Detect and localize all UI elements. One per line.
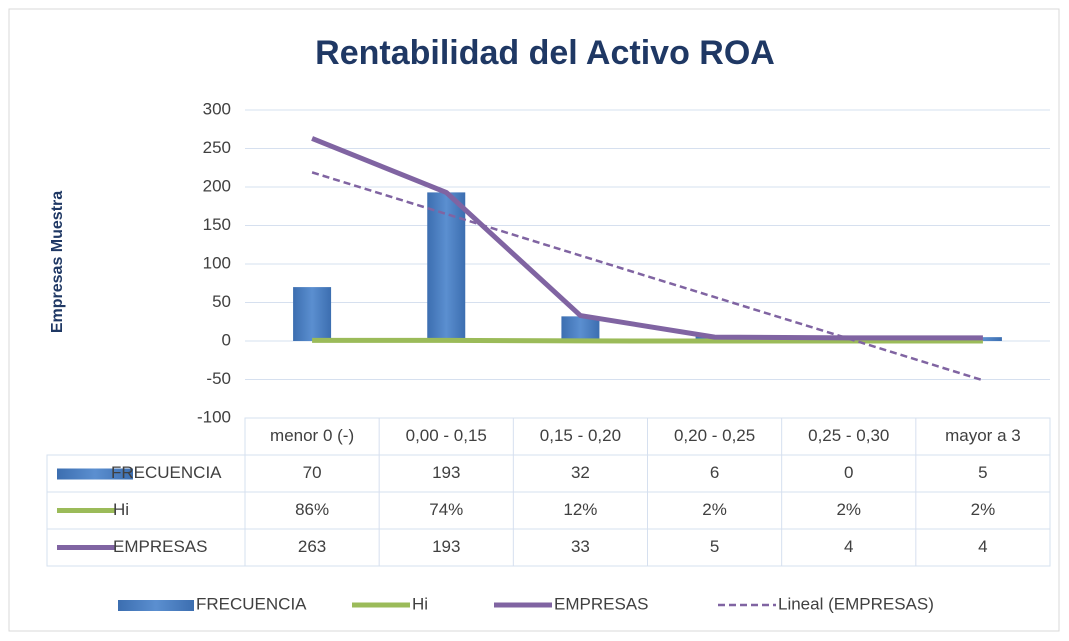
table-value: 2% — [702, 500, 727, 519]
table-legend-key — [57, 468, 133, 480]
line — [311, 136, 983, 341]
x-tick-label: mayor a 3 — [945, 426, 1021, 445]
table-value: 74% — [429, 500, 463, 519]
bar — [293, 287, 332, 341]
y-tick-label: -100 — [197, 407, 231, 426]
table-value: 0 — [844, 463, 853, 482]
table-value: 12% — [563, 500, 597, 519]
legend-label: FRECUENCIA — [196, 594, 307, 613]
y-axis-label: Empresas Muestra — [49, 191, 66, 333]
table-value: 2% — [971, 500, 996, 519]
line — [312, 337, 983, 344]
x-tick-label: menor 0 (-) — [270, 426, 354, 445]
legend-label: EMPRESAS — [554, 594, 648, 613]
chart-border — [8, 8, 1060, 632]
y-tick-label: 0 — [222, 330, 231, 349]
y-tick-label: 300 — [203, 99, 231, 118]
y-tick-label: 250 — [203, 138, 231, 157]
table-row — [46, 528, 1051, 567]
table-series-name: FRECUENCIA — [111, 463, 222, 482]
bar — [427, 192, 466, 341]
table-value: 263 — [298, 537, 326, 556]
table-value: 32 — [571, 463, 590, 482]
table-value: 6 — [710, 463, 719, 482]
table-value: 193 — [432, 463, 460, 482]
x-tick-label: 0,00 - 0,15 — [406, 426, 487, 445]
legend-label: Lineal (EMPRESAS) — [778, 594, 934, 613]
table-series-name: Hi — [113, 500, 129, 519]
table-value: 33 — [571, 537, 590, 556]
y-tick-label: 50 — [212, 292, 231, 311]
table-value: 4 — [844, 537, 853, 556]
table-series-name: EMPRESAS — [113, 537, 207, 556]
table-value: 5 — [978, 463, 987, 482]
y-tick-label: 100 — [203, 253, 231, 272]
chart-title: Rentabilidad del Activo ROA — [315, 34, 775, 72]
y-tick-label: 200 — [203, 176, 231, 195]
y-tick-label: -50 — [206, 369, 231, 388]
table-value: 2% — [836, 500, 861, 519]
table-value: 5 — [710, 537, 719, 556]
legend-key — [118, 600, 194, 611]
bar — [561, 316, 600, 341]
table-value: 86% — [295, 500, 329, 519]
table-value: 193 — [432, 537, 460, 556]
x-tick-label: 0,25 - 0,30 — [808, 426, 889, 445]
table-value: 70 — [303, 463, 322, 482]
x-tick-label: 0,15 - 0,20 — [540, 426, 621, 445]
legend-label: Hi — [412, 594, 428, 613]
table-value: 4 — [978, 537, 987, 556]
x-tick-label: 0,20 - 0,25 — [674, 426, 755, 445]
y-tick-label: 150 — [203, 215, 231, 234]
trend-line — [311, 171, 984, 382]
